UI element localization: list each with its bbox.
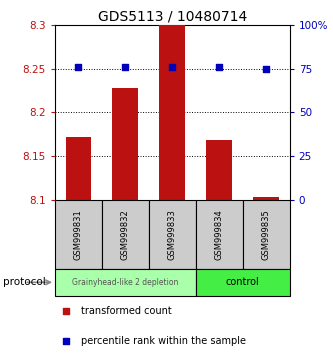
Bar (66, 137, 91, 200)
Point (63, 309, 68, 314)
Bar (55, 200, 102, 269)
Text: GSM999832: GSM999832 (121, 209, 130, 260)
Bar (196, 200, 243, 269)
Text: protocol: protocol (3, 277, 46, 287)
Point (217, 64, 222, 70)
Point (123, 64, 128, 70)
Bar (113, 88, 138, 200)
Text: transformed count: transformed count (81, 306, 171, 316)
Text: GSM999834: GSM999834 (215, 209, 224, 260)
Title: GDS5113 / 10480714: GDS5113 / 10480714 (98, 10, 247, 24)
Bar (206, 141, 232, 200)
Text: percentile rank within the sample: percentile rank within the sample (81, 336, 246, 346)
Bar (243, 200, 290, 269)
Point (264, 66, 269, 72)
Text: GSM999833: GSM999833 (168, 209, 177, 260)
Bar (160, 23, 185, 200)
Text: GSM999835: GSM999835 (262, 209, 271, 260)
Point (170, 64, 175, 70)
Bar (196, 269, 290, 296)
Bar (149, 200, 196, 269)
Text: Grainyhead-like 2 depletion: Grainyhead-like 2 depletion (72, 278, 178, 287)
Bar (55, 269, 196, 296)
Point (76, 64, 81, 70)
Text: GSM999831: GSM999831 (74, 209, 83, 260)
Point (63, 338, 68, 344)
Bar (253, 196, 279, 200)
Bar (102, 200, 149, 269)
Text: control: control (226, 277, 260, 287)
